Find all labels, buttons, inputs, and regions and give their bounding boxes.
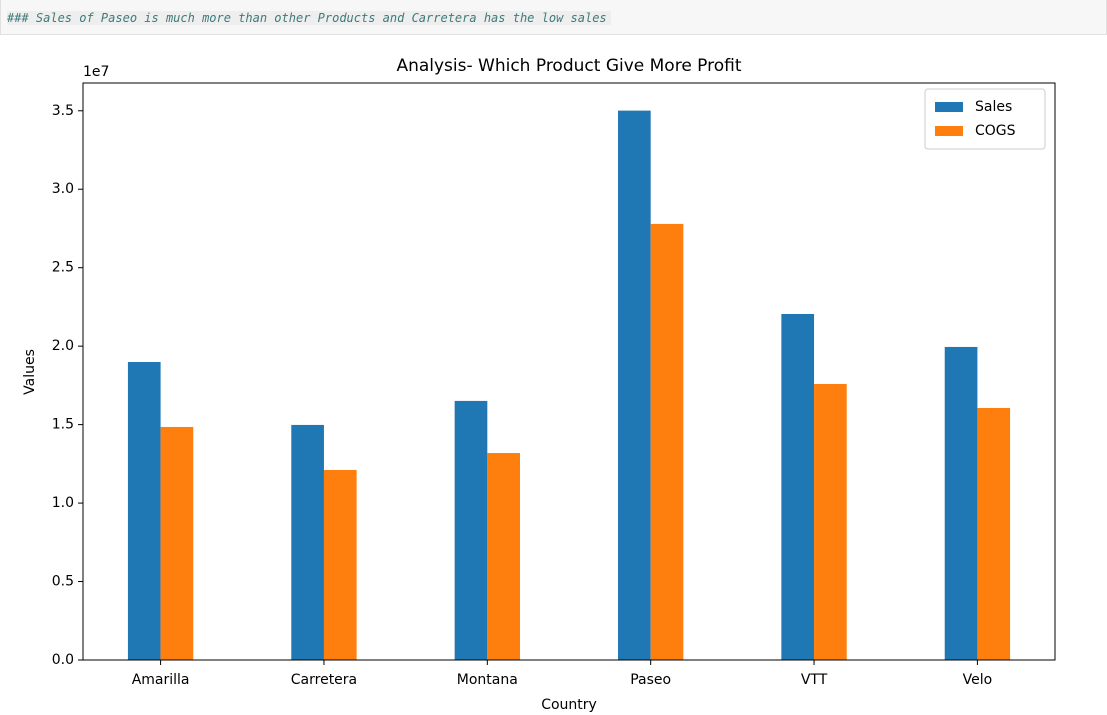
x-tick-label: Velo xyxy=(963,672,993,688)
legend-label: Sales xyxy=(975,99,1012,115)
x-tick-label: Carretera xyxy=(291,672,357,688)
y-tick-label: 0.5 xyxy=(52,574,74,590)
bar xyxy=(127,362,161,660)
x-tick-label: Amarilla xyxy=(132,672,190,688)
bar xyxy=(618,110,651,660)
y-tick-label: 2.5 xyxy=(52,260,74,276)
chart: Analysis- Which Product Give More Profit… xyxy=(22,56,1056,713)
x-axis-label: Country xyxy=(541,697,597,713)
bar xyxy=(944,346,978,660)
axes-frame xyxy=(82,82,1056,661)
bar xyxy=(814,383,847,660)
legend-swatch xyxy=(935,126,963,136)
bar xyxy=(291,424,324,660)
legend-box xyxy=(924,88,1046,150)
y-tick-label: 2.0 xyxy=(52,338,74,354)
bar xyxy=(454,400,488,660)
bar xyxy=(781,313,815,660)
chart-title: Analysis- Which Product Give More Profit xyxy=(396,56,741,76)
bar xyxy=(977,407,1011,660)
legend-label: COGS xyxy=(975,123,1016,139)
x-tick-label: Paseo xyxy=(630,672,671,688)
markdown-text: ### Sales of Paseo is much more than oth… xyxy=(7,11,611,25)
bar xyxy=(323,469,357,660)
y-tick-label: 1.0 xyxy=(52,495,74,511)
y-tick-label: 3.5 xyxy=(52,103,74,119)
x-tick-label: Montana xyxy=(457,672,518,688)
legend-swatch xyxy=(935,102,963,112)
markdown-cell: ### Sales of Paseo is much more than oth… xyxy=(0,0,1107,35)
x-tick-label: VTT xyxy=(801,672,828,688)
y-offset-label: 1e7 xyxy=(83,64,109,80)
bar xyxy=(487,453,520,660)
y-tick-label: 0.0 xyxy=(52,652,74,668)
y-tick-label: 1.5 xyxy=(52,417,74,433)
bar xyxy=(160,426,194,660)
y-tick-label: 3.0 xyxy=(52,181,74,197)
bar xyxy=(650,223,684,661)
y-axis-label: Values xyxy=(22,349,38,395)
